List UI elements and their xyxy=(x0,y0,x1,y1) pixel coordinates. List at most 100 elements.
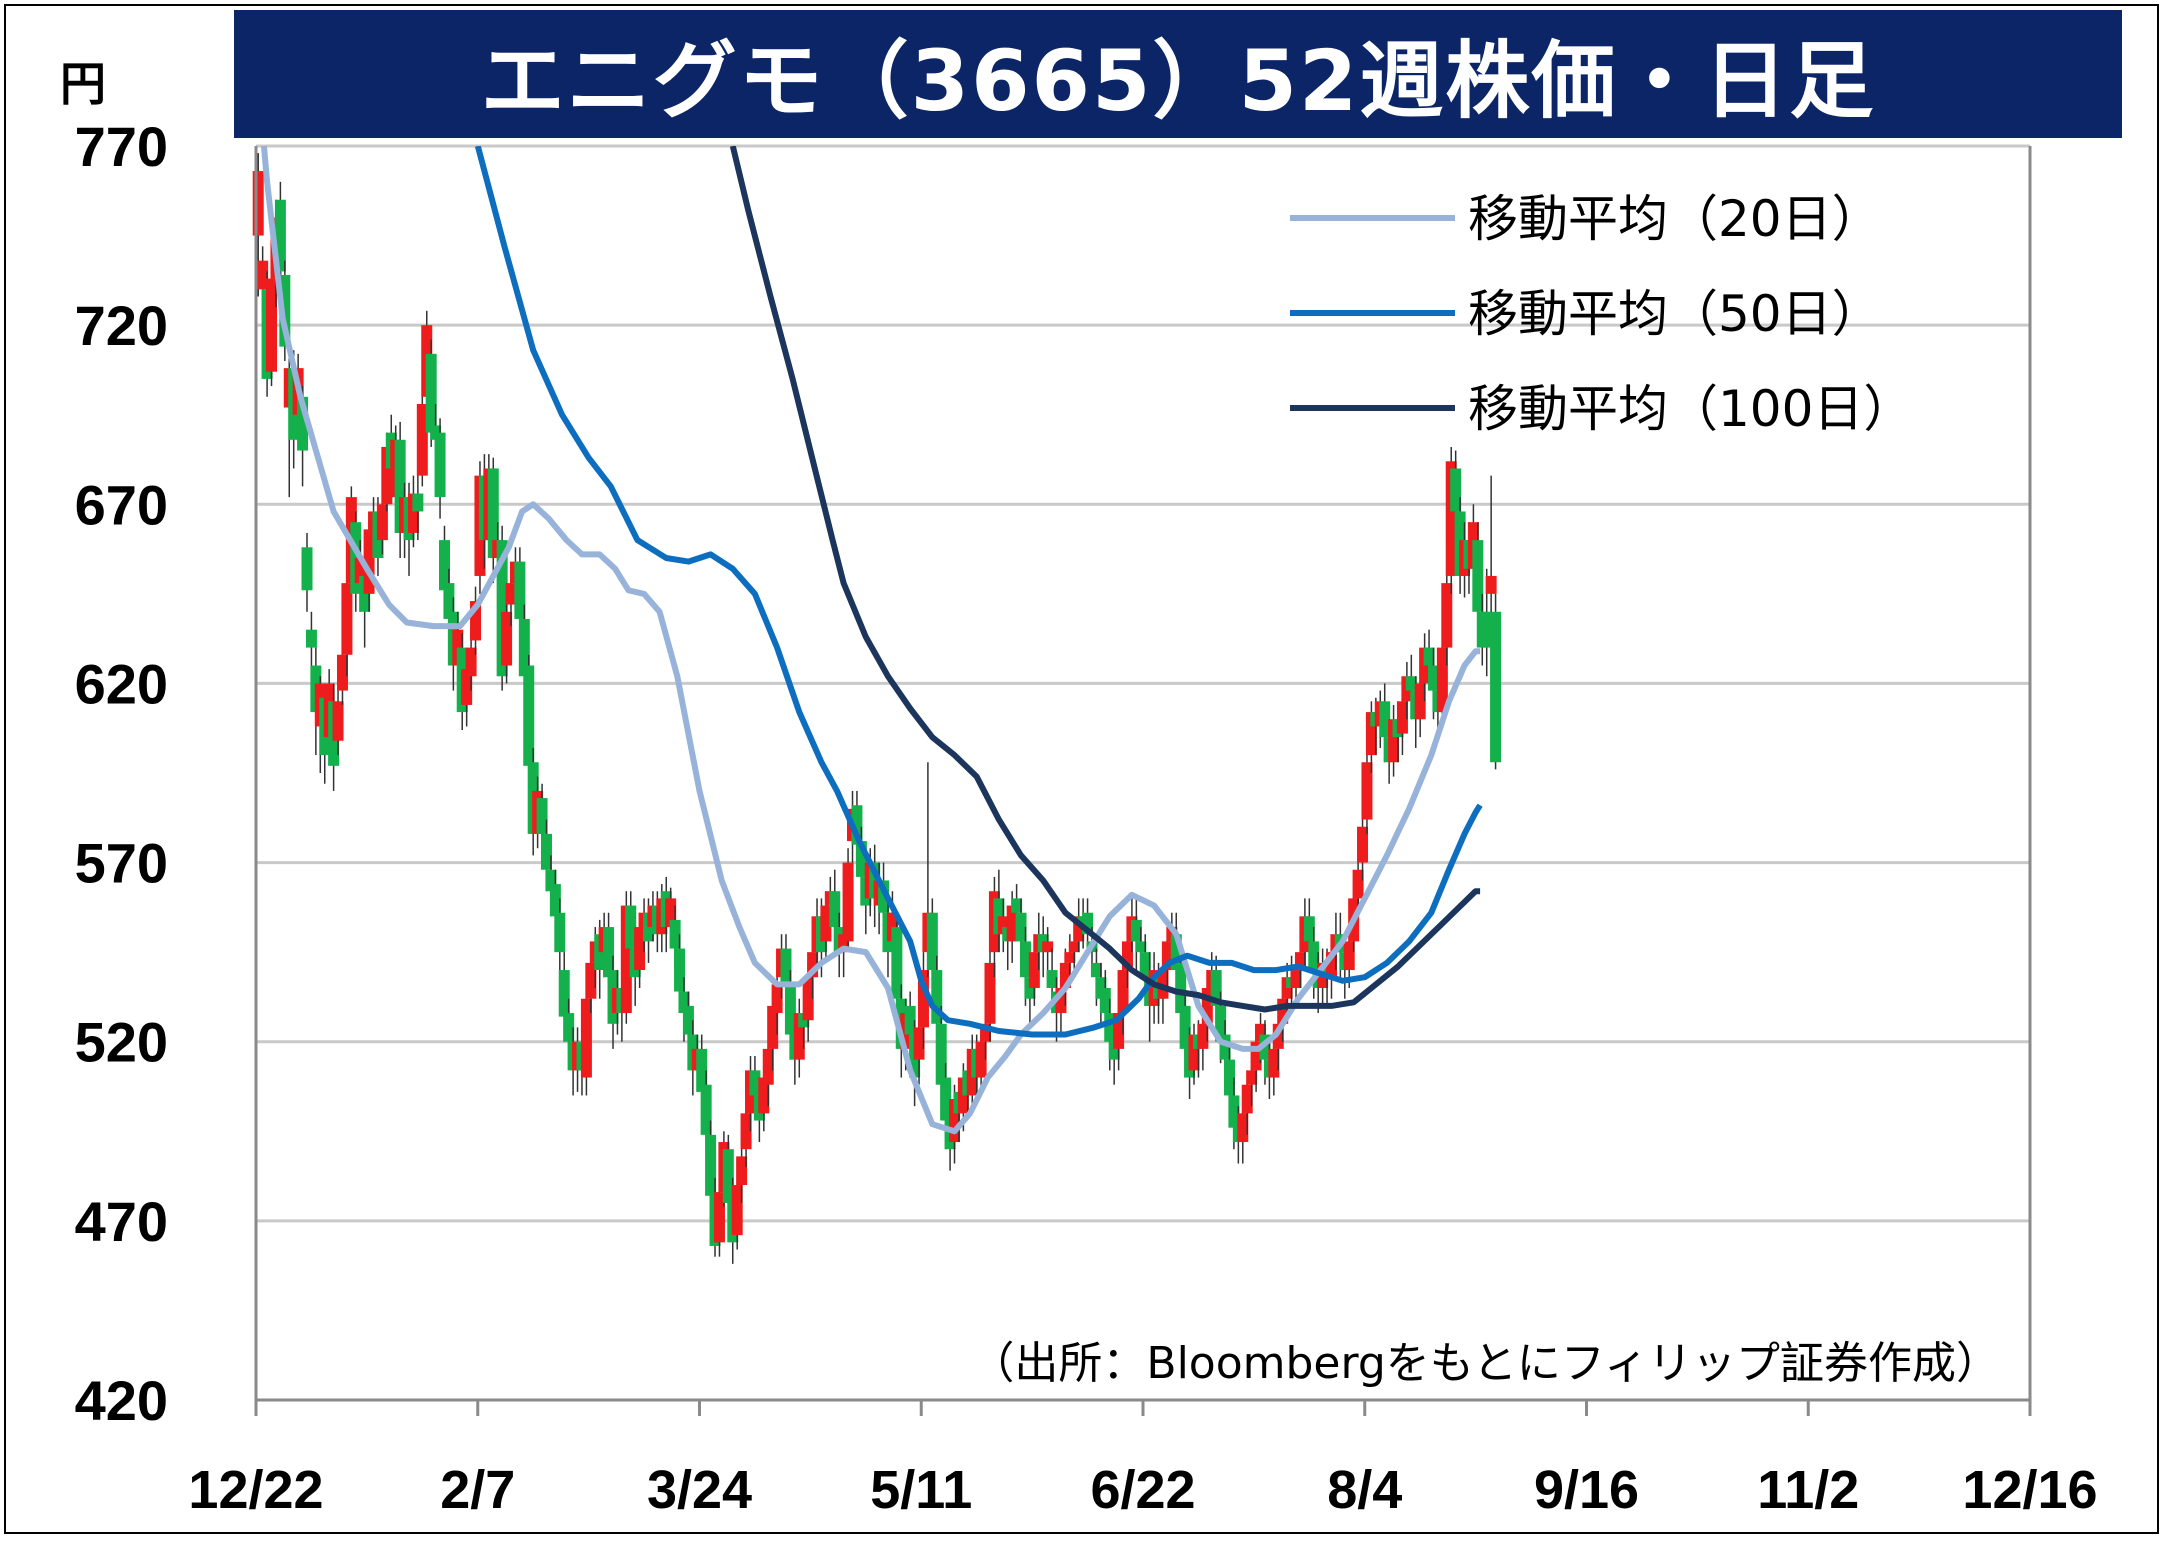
y-axis-unit: 円 xyxy=(60,57,106,111)
candle-body xyxy=(301,547,313,591)
candle-body xyxy=(1179,1005,1191,1049)
candle-body xyxy=(802,977,814,1021)
candle-body xyxy=(1246,1070,1258,1085)
candle-body xyxy=(1210,970,1222,1006)
candle-body xyxy=(798,1013,810,1028)
candle-body xyxy=(1485,575,1497,594)
line-ma50 xyxy=(474,146,1483,1038)
moving-average-lines xyxy=(260,146,1483,1135)
candle-body xyxy=(793,1013,805,1060)
candle-body xyxy=(1268,1048,1280,1078)
candle-body xyxy=(1441,583,1453,648)
candle-body xyxy=(1197,1023,1209,1049)
candle-body xyxy=(665,898,677,928)
candle-body xyxy=(549,884,561,917)
candle-body xyxy=(1388,719,1400,763)
candle-body xyxy=(470,601,482,641)
candle-body xyxy=(1436,647,1448,713)
candle-body xyxy=(412,493,424,512)
candle-body xyxy=(1481,611,1493,648)
candle-body xyxy=(674,948,686,992)
candle-body xyxy=(554,912,566,953)
x-axis-ticks: 12/22 2/7 3/24 5/11 6/22 8/4 9/16 11/2 12/16 xyxy=(188,1460,2097,1520)
candle-body xyxy=(1130,919,1142,942)
candle-body xyxy=(1223,1059,1235,1096)
candle-body xyxy=(620,905,632,1014)
candle-body xyxy=(696,1048,708,1092)
candle-body xyxy=(1175,962,1187,1014)
candle-body xyxy=(975,1041,987,1078)
candle-body xyxy=(1064,952,1076,963)
candle-body xyxy=(838,934,850,953)
candle-body xyxy=(820,905,832,942)
candle-body xyxy=(1082,912,1094,935)
candle-body xyxy=(1055,987,1067,1014)
candle-body xyxy=(514,561,526,619)
candle-body xyxy=(1170,934,1182,971)
candle-body xyxy=(722,1149,734,1203)
candle-body xyxy=(438,540,450,591)
candle-body xyxy=(1011,898,1023,913)
candle-body xyxy=(1414,683,1426,720)
axes xyxy=(254,146,2032,1416)
candle-body xyxy=(634,927,646,971)
y-tick-label: 420 xyxy=(75,1369,168,1432)
candle-body xyxy=(381,446,393,505)
candle-body xyxy=(563,1013,575,1042)
candle-body xyxy=(1215,1005,1227,1042)
candle-body xyxy=(266,278,278,372)
candle-body xyxy=(416,403,428,476)
candle-body xyxy=(731,1185,743,1236)
candle-body xyxy=(1028,952,1040,988)
candles xyxy=(252,153,1502,1264)
candle-body xyxy=(443,583,455,619)
candle-body xyxy=(274,199,286,272)
chart-title-bar: エニグモ（3665）52週株価・日足 xyxy=(234,10,2122,138)
candle-body xyxy=(505,583,517,605)
line-ma100 xyxy=(729,146,1481,1013)
candle-body xyxy=(931,970,943,1024)
candle-body xyxy=(1277,998,1289,1024)
candle-body xyxy=(1121,941,1133,971)
candle-body xyxy=(1099,987,1111,1014)
chart-frame xyxy=(4,4,2159,1534)
candle-body xyxy=(913,1027,925,1060)
candle-body xyxy=(1228,1095,1240,1128)
y-tick-label: 620 xyxy=(75,652,168,715)
candle-body xyxy=(1250,1041,1262,1071)
candle-body xyxy=(580,998,592,1078)
candle-body xyxy=(682,1005,694,1035)
candle-body xyxy=(878,880,890,913)
x-tick-label: 3/24 xyxy=(647,1460,752,1520)
x-tick-label: 12/22 xyxy=(188,1460,323,1520)
candle-body xyxy=(257,260,269,290)
candle-body xyxy=(851,805,863,845)
candle-body xyxy=(536,798,548,834)
candle-body xyxy=(949,1099,961,1143)
x-tick-label: 6/22 xyxy=(1090,1460,1195,1520)
candle-body xyxy=(1450,468,1462,512)
candle-body xyxy=(891,927,903,999)
candle-body xyxy=(997,916,1009,935)
candle-body xyxy=(341,583,353,655)
candle-body xyxy=(625,905,637,949)
candle-body xyxy=(771,984,783,1014)
x-tick-label: 2/7 xyxy=(440,1460,515,1520)
candle-body xyxy=(434,432,446,498)
candle-body xyxy=(305,629,317,648)
y-tick-label: 520 xyxy=(75,1011,168,1074)
candle-body xyxy=(496,540,508,677)
candle-body xyxy=(461,669,473,705)
candle-body xyxy=(1006,905,1018,942)
candle-body xyxy=(394,439,406,533)
candle-body xyxy=(1015,912,1027,942)
candle-body xyxy=(465,647,477,677)
candle-body xyxy=(332,701,344,741)
candle-body xyxy=(1104,1013,1116,1042)
candle-body xyxy=(1343,941,1355,971)
candle-body xyxy=(855,841,867,877)
x-tick-label: 9/16 xyxy=(1534,1460,1639,1520)
candle-body xyxy=(1139,952,1151,978)
candle-body xyxy=(1308,941,1320,971)
